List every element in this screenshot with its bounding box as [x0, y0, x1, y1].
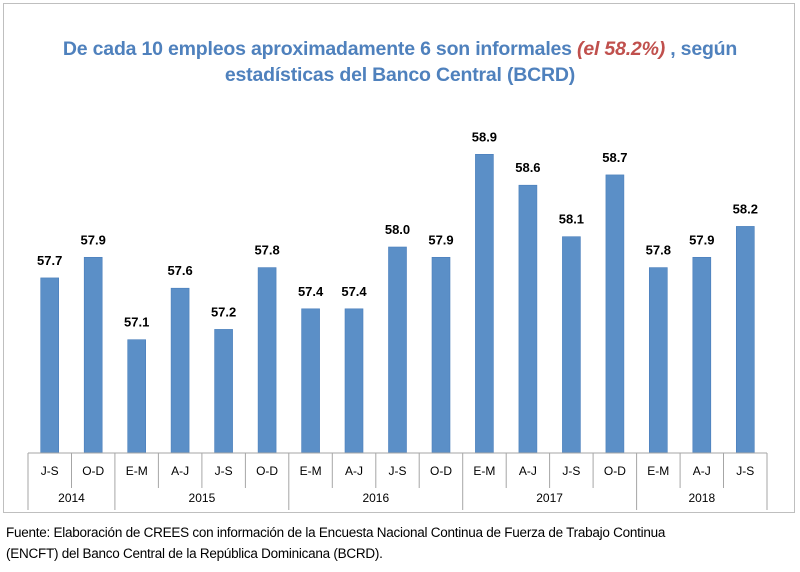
bar	[518, 184, 538, 454]
title-text-line2: estadísticas del Banco Central (BCRD)	[224, 64, 576, 86]
bar	[475, 154, 494, 454]
category-tick-label: E-M	[126, 464, 148, 478]
category-tick-label: J-S	[562, 464, 580, 478]
bar	[735, 226, 755, 454]
bar	[431, 256, 451, 454]
category-tick-label: O-D	[256, 464, 278, 478]
chart-title: De cada 10 empleos aproximadamente 6 son…	[0, 36, 800, 88]
category-tick-label: J-S	[389, 464, 407, 478]
category-tick-label: A-J	[345, 464, 363, 478]
category-tick-label: J-S	[215, 464, 233, 478]
title-text-part1: De cada 10 empleos aproximadamente 6 son…	[62, 38, 578, 60]
bar-chart: 57.7 57.9 57.1 57.6 57.2 57.8 57.4 57.4 58.0 57.9…	[27, 129, 768, 510]
category-tick-label: E-M	[647, 464, 669, 478]
category-tick-label: A-J	[519, 464, 537, 478]
bar	[344, 308, 364, 454]
category-tick-label: O-D	[604, 464, 626, 478]
value-label: 57.4	[341, 284, 367, 299]
bar	[170, 287, 190, 454]
value-label: 57.4	[298, 284, 324, 299]
bars-layer	[40, 154, 755, 454]
category-tick-label: J-S	[41, 464, 59, 478]
category-tick-label: J-S	[736, 464, 754, 478]
year-group-label: 2018	[688, 491, 715, 505]
bar	[214, 329, 233, 454]
bar	[605, 174, 625, 454]
year-group-label: 2014	[58, 491, 85, 505]
value-label: 57.8	[646, 243, 671, 258]
value-label: 57.6	[167, 263, 192, 278]
value-label: 57.7	[37, 253, 62, 268]
value-label: 57.8	[254, 243, 279, 258]
value-label: 58.2	[733, 201, 758, 216]
bar	[257, 267, 277, 454]
value-label: 57.9	[428, 232, 453, 247]
bar	[388, 246, 407, 454]
source-line-2: (ENCFT) del Banco Central de la Repúblic…	[6, 546, 383, 561]
category-tick-label: E-M	[473, 464, 495, 478]
bar	[127, 339, 146, 454]
year-group-label: 2016	[362, 491, 389, 505]
value-label: 57.1	[124, 315, 149, 330]
bar	[40, 277, 60, 454]
title-highlight: (el 58.2%)	[577, 38, 666, 60]
value-label: 58.6	[515, 160, 540, 175]
value-label: 58.1	[559, 212, 584, 227]
category-tick-label: A-J	[171, 464, 189, 478]
category-tick-label: A-J	[693, 464, 711, 478]
year-group-label: 2017	[536, 491, 563, 505]
value-label: 58.7	[602, 150, 627, 165]
title-text-part2: , según	[665, 38, 738, 60]
source-note: Fuente: Elaboración de CREES con informa…	[6, 522, 800, 564]
source-line-1: Fuente: Elaboración de CREES con informa…	[6, 525, 666, 540]
category-axis: J-S O-D E-M A-J J-S O-D E-M A-J J-S O-D E-M A-J J-S O…	[27, 452, 768, 510]
bar	[692, 256, 712, 454]
bar	[562, 236, 581, 454]
value-label: 58.9	[472, 129, 497, 144]
value-labels-layer: 57.7 57.9 57.1 57.6 57.2 57.8 57.4 57.4 58.0 57.9…	[37, 129, 758, 329]
bar	[83, 256, 103, 454]
value-label: 58.0	[385, 222, 410, 237]
category-tick-label: O-D	[430, 464, 452, 478]
bar	[648, 267, 668, 454]
year-group-label: 2015	[189, 491, 216, 505]
value-label: 57.9	[81, 232, 106, 247]
value-label: 57.9	[689, 232, 714, 247]
category-tick-label: O-D	[82, 464, 104, 478]
category-tick-label: E-M	[300, 464, 322, 478]
bar	[301, 308, 320, 454]
value-label: 57.2	[211, 304, 236, 319]
